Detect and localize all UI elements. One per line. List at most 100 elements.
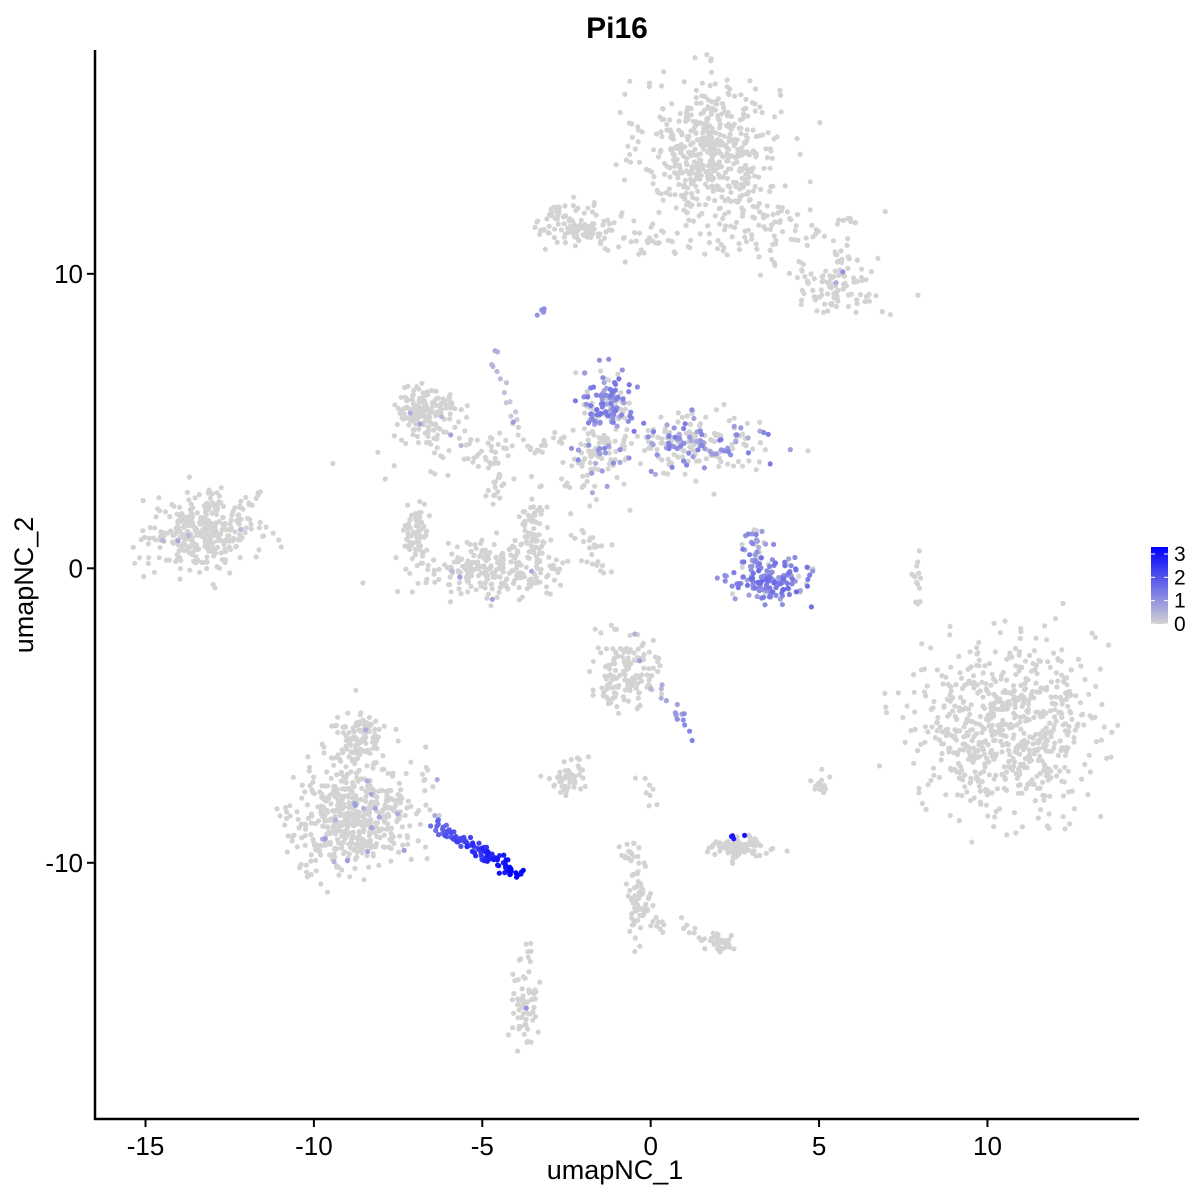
cell-point: [1053, 670, 1059, 676]
cell-point: [432, 421, 439, 427]
cell-point: [489, 436, 495, 442]
cell-point: [612, 626, 618, 632]
cell-point: [1085, 792, 1091, 798]
cell-point: [775, 204, 781, 210]
cell-point: [455, 568, 461, 574]
cell-point: [201, 503, 207, 509]
cell-point: [321, 750, 327, 756]
cell-point: [177, 556, 183, 563]
cell-point: [910, 672, 917, 678]
cell-point: [980, 694, 986, 700]
cell-point: [632, 631, 638, 637]
cell-point: [763, 226, 769, 232]
cell-point: [699, 80, 705, 86]
cell-point: [703, 456, 709, 462]
cell-point: [936, 737, 943, 743]
cell-point: [752, 86, 759, 92]
cell-point: [876, 763, 883, 769]
cell-point: [496, 589, 502, 595]
cell-point: [693, 171, 700, 177]
cell-point: [992, 729, 999, 735]
cell-point: [220, 515, 226, 521]
cell-point: [428, 441, 434, 447]
x-tick-label: 5: [812, 1131, 826, 1161]
cell-point: [760, 594, 767, 600]
cell-point: [661, 922, 667, 928]
cell-point: [482, 571, 488, 578]
cell-point: [661, 171, 668, 177]
cell-point: [540, 539, 546, 545]
cell-point: [645, 240, 651, 246]
cell-point: [145, 560, 151, 567]
cell-point: [739, 564, 745, 571]
cell-point: [635, 681, 641, 687]
cell-point: [382, 476, 388, 482]
cell-point: [989, 747, 995, 754]
cell-point: [497, 376, 503, 382]
cell-point: [386, 813, 392, 819]
cell-point: [684, 413, 690, 419]
cell-point: [712, 146, 718, 152]
cell-point: [730, 179, 737, 185]
cell-point: [720, 946, 726, 952]
cell-point: [417, 421, 423, 427]
cell-point: [928, 777, 934, 784]
cell-point: [1017, 635, 1023, 642]
cell-point: [1071, 806, 1077, 812]
cell-point: [943, 792, 949, 798]
cell-point: [626, 686, 632, 692]
cell-point: [694, 163, 700, 169]
cell-point: [229, 512, 235, 518]
cell-point: [419, 551, 425, 557]
cell-point: [686, 133, 692, 139]
cell-point: [851, 275, 857, 281]
cell-point: [471, 455, 477, 461]
cell-point: [1057, 768, 1063, 774]
cell-point: [1052, 707, 1058, 713]
cell-point: [494, 594, 500, 600]
cell-point: [449, 551, 455, 557]
cell-point: [358, 796, 364, 803]
cell-point: [322, 795, 329, 802]
cell-point: [324, 810, 330, 816]
cell-point: [646, 677, 652, 683]
cell-point: [650, 181, 656, 187]
cell-point: [444, 564, 450, 571]
cell-point: [629, 922, 635, 928]
cell-point: [413, 515, 419, 522]
cell-point: [939, 673, 945, 679]
cell-point: [588, 411, 594, 417]
cell-point: [629, 915, 635, 921]
cell-point: [430, 784, 436, 790]
cell-point: [697, 120, 704, 126]
cell-point: [1010, 723, 1017, 729]
cell-point: [639, 672, 645, 678]
cell-point: [669, 464, 675, 470]
cell-point: [974, 645, 980, 651]
cell-point: [750, 203, 756, 209]
cell-point: [936, 774, 943, 781]
cell-point: [1006, 758, 1012, 765]
cell-point: [475, 451, 481, 457]
cell-point: [669, 460, 675, 466]
cell-point: [184, 489, 190, 495]
cell-point: [805, 576, 811, 583]
cell-point: [983, 789, 989, 795]
cell-point: [925, 729, 931, 735]
cell-point: [952, 713, 958, 720]
cell-point: [442, 833, 448, 839]
cell-point: [737, 194, 743, 200]
cell-point: [660, 929, 666, 936]
cell-point: [591, 200, 597, 206]
cell-point: [200, 527, 206, 533]
cell-point: [982, 663, 988, 669]
cell-point: [678, 915, 685, 921]
cell-point: [955, 792, 961, 798]
cell-point: [456, 586, 462, 592]
cell-point: [501, 852, 507, 858]
cell-point: [764, 155, 771, 161]
cell-point: [347, 737, 353, 743]
cell-point: [817, 120, 823, 126]
cell-point: [434, 432, 441, 438]
cell-point: [1036, 746, 1042, 752]
